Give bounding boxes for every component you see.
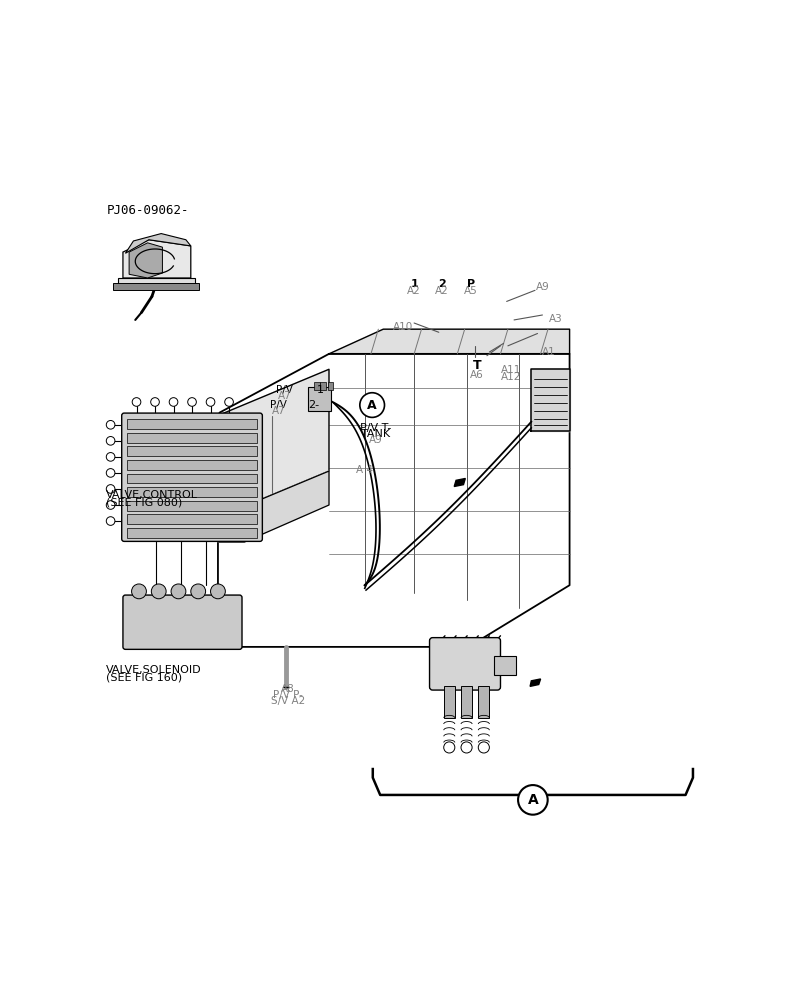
Bar xyxy=(494,656,516,675)
Bar xyxy=(127,419,257,429)
Circle shape xyxy=(443,742,455,753)
Text: 1: 1 xyxy=(410,279,418,289)
Circle shape xyxy=(131,584,146,599)
Text: A2: A2 xyxy=(408,286,421,296)
Bar xyxy=(314,382,320,390)
Circle shape xyxy=(151,584,166,599)
Text: A12: A12 xyxy=(501,372,521,382)
Polygon shape xyxy=(126,234,191,253)
Bar xyxy=(127,460,257,470)
Text: 1: 1 xyxy=(317,385,324,395)
Circle shape xyxy=(360,393,384,417)
Circle shape xyxy=(107,420,115,429)
Circle shape xyxy=(224,398,233,406)
Text: A6: A6 xyxy=(470,370,484,380)
Circle shape xyxy=(107,517,115,525)
Polygon shape xyxy=(129,243,162,278)
Text: P: P xyxy=(466,279,475,289)
Circle shape xyxy=(478,742,490,753)
Text: S/V A2: S/V A2 xyxy=(271,696,305,706)
Text: (SEE FIG 080): (SEE FIG 080) xyxy=(106,497,182,507)
FancyBboxPatch shape xyxy=(123,595,242,649)
Polygon shape xyxy=(531,369,570,431)
Text: (SEE FIG 160): (SEE FIG 160) xyxy=(106,672,181,682)
Bar xyxy=(443,686,455,718)
Text: A9: A9 xyxy=(369,435,383,445)
Circle shape xyxy=(107,453,115,461)
Polygon shape xyxy=(218,471,329,542)
Polygon shape xyxy=(123,240,191,278)
Circle shape xyxy=(107,501,115,509)
Circle shape xyxy=(171,584,186,599)
Text: A 4: A 4 xyxy=(357,465,373,475)
Bar xyxy=(478,686,490,718)
Polygon shape xyxy=(218,369,329,517)
Text: P/V: P/V xyxy=(276,385,293,395)
Bar xyxy=(461,686,472,718)
Text: A7: A7 xyxy=(278,391,291,401)
Polygon shape xyxy=(530,679,540,686)
Polygon shape xyxy=(113,283,200,290)
Text: TANK: TANK xyxy=(361,429,390,439)
Circle shape xyxy=(518,785,548,815)
Text: A3: A3 xyxy=(549,314,563,324)
Text: A9: A9 xyxy=(536,282,549,292)
Circle shape xyxy=(206,398,215,406)
Text: A8: A8 xyxy=(281,684,295,694)
Text: T: T xyxy=(473,359,482,372)
Circle shape xyxy=(150,398,159,406)
Text: A7: A7 xyxy=(271,406,285,416)
Circle shape xyxy=(132,398,141,406)
FancyBboxPatch shape xyxy=(122,413,263,541)
Bar xyxy=(320,382,326,390)
Bar xyxy=(127,514,257,524)
Text: 2: 2 xyxy=(438,279,446,289)
Text: PJ06-09062-: PJ06-09062- xyxy=(107,204,189,217)
Circle shape xyxy=(107,485,115,493)
Text: A10: A10 xyxy=(393,322,413,332)
Circle shape xyxy=(210,584,225,599)
Bar xyxy=(127,528,257,538)
Bar xyxy=(127,501,257,511)
Bar xyxy=(127,433,257,443)
Polygon shape xyxy=(329,329,570,354)
Circle shape xyxy=(107,469,115,477)
Polygon shape xyxy=(118,278,195,284)
Circle shape xyxy=(191,584,205,599)
Circle shape xyxy=(170,398,178,406)
Text: A: A xyxy=(528,793,538,807)
Text: A1: A1 xyxy=(542,347,556,357)
Bar xyxy=(127,487,257,497)
Bar xyxy=(127,474,257,483)
Text: VALVE,CONTROL: VALVE,CONTROL xyxy=(106,490,197,500)
Circle shape xyxy=(107,437,115,445)
Text: 2-: 2- xyxy=(308,400,319,410)
Text: A11: A11 xyxy=(501,365,521,375)
Circle shape xyxy=(188,398,197,406)
Text: P/V P-: P/V P- xyxy=(273,690,302,700)
Bar xyxy=(328,382,334,390)
Polygon shape xyxy=(455,478,466,486)
Text: A: A xyxy=(368,399,377,412)
Bar xyxy=(127,446,257,456)
Text: A5: A5 xyxy=(464,286,478,296)
Text: VALVE,SOLENOID: VALVE,SOLENOID xyxy=(106,665,201,675)
Circle shape xyxy=(461,742,472,753)
FancyBboxPatch shape xyxy=(430,638,501,690)
Bar xyxy=(308,387,331,411)
Text: P/V: P/V xyxy=(270,400,287,410)
Text: P/V T-: P/V T- xyxy=(360,423,392,433)
Text: A2: A2 xyxy=(435,286,449,296)
